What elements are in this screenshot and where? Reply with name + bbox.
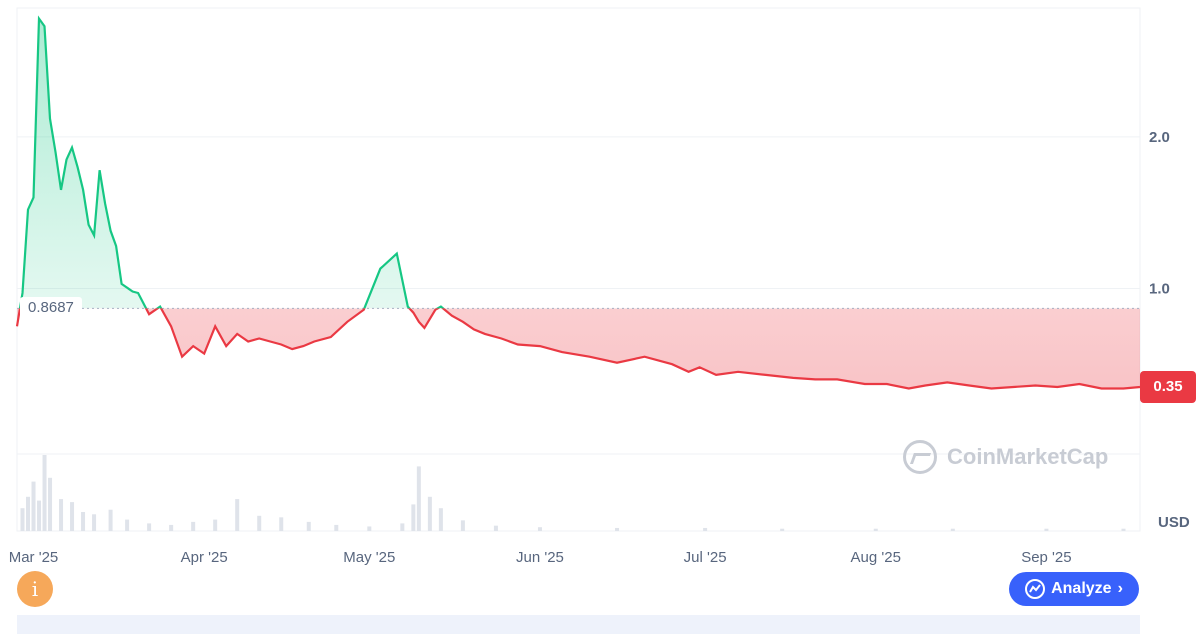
volume-bar [400,523,405,531]
x-tick-label: Jun '25 [516,549,564,566]
volume-bar [703,527,708,531]
x-tick-label: Jul '25 [684,549,727,566]
volume-bar [108,509,113,531]
volume-bar [59,499,64,531]
volume-bar [367,526,372,531]
volume-bar [950,528,955,531]
y-tick-label: 1.0 [1149,280,1170,297]
chevron-right-icon: › [1117,580,1123,597]
volume-bar [873,528,878,531]
y-axis-ticks: 1.0 2.0 [1149,129,1170,298]
info-button[interactable]: i [17,571,53,607]
volume-bar [493,525,498,531]
x-tick-label: Mar '25 [9,549,59,566]
volume-bar [26,496,31,531]
volume-bar [20,508,25,531]
volume-bar [70,502,75,531]
current-price-badge: 0.35 [1140,370,1196,403]
volume-bar [1121,528,1126,531]
y-tick-label: 2.0 [1149,129,1170,146]
volume-bar [92,514,97,531]
grid [16,7,1141,532]
volume-bar [37,500,42,531]
volume-bar [191,521,196,531]
volume-bar [411,504,416,531]
volume-bar [306,521,311,531]
price-area [17,18,1140,389]
plot-border [16,7,1141,532]
volume-bar [42,455,47,531]
analyze-button[interactable]: Analyze › [1009,572,1139,606]
volume-bar [427,496,432,531]
price-line [15,15,1141,390]
analyze-label: Analyze [1051,580,1112,597]
volume-bar [213,519,218,531]
baseline-label: 0.8687 [20,297,82,320]
volume-bar [1044,528,1049,531]
info-icon: i [31,577,39,601]
coinmarketcap-logo-icon [903,440,937,474]
currency-label: USD [1158,514,1190,531]
x-tick-label: Aug '25 [851,549,901,566]
price-line-below [15,308,1141,390]
area-below-baseline [17,308,1140,389]
volume-bars [20,455,1126,531]
volume-bar [235,499,240,531]
volume-bar [460,520,465,531]
volume-bar [147,523,152,531]
watermark: CoinMarketCap [903,440,1108,474]
x-axis-ticks: Mar '25 Apr '25 May '25 Jun '25 Jul '25 Aug '… [9,549,1072,566]
volume-bar [615,527,620,531]
x-tick-label: May '25 [343,549,395,566]
price-line-above [18,15,445,309]
x-tick-label: Apr '25 [181,549,228,566]
volume-bar [169,524,174,531]
volume-bar [81,512,86,531]
volume-bar [257,515,262,531]
watermark-text: CoinMarketCap [947,444,1109,469]
volume-bar [48,477,53,531]
volume-bar [31,481,36,531]
volume-bar [780,528,785,531]
volume-bar [279,517,284,531]
volume-bar [125,519,130,531]
range-navigator[interactable] [17,615,1140,634]
volume-bar [416,466,421,531]
volume-bar [438,508,443,531]
x-tick-label: Sep '25 [1021,549,1071,566]
chart-logo-icon [1025,579,1046,599]
volume-bar [537,527,542,531]
area-above-baseline [19,18,444,309]
volume-bar [334,524,339,531]
